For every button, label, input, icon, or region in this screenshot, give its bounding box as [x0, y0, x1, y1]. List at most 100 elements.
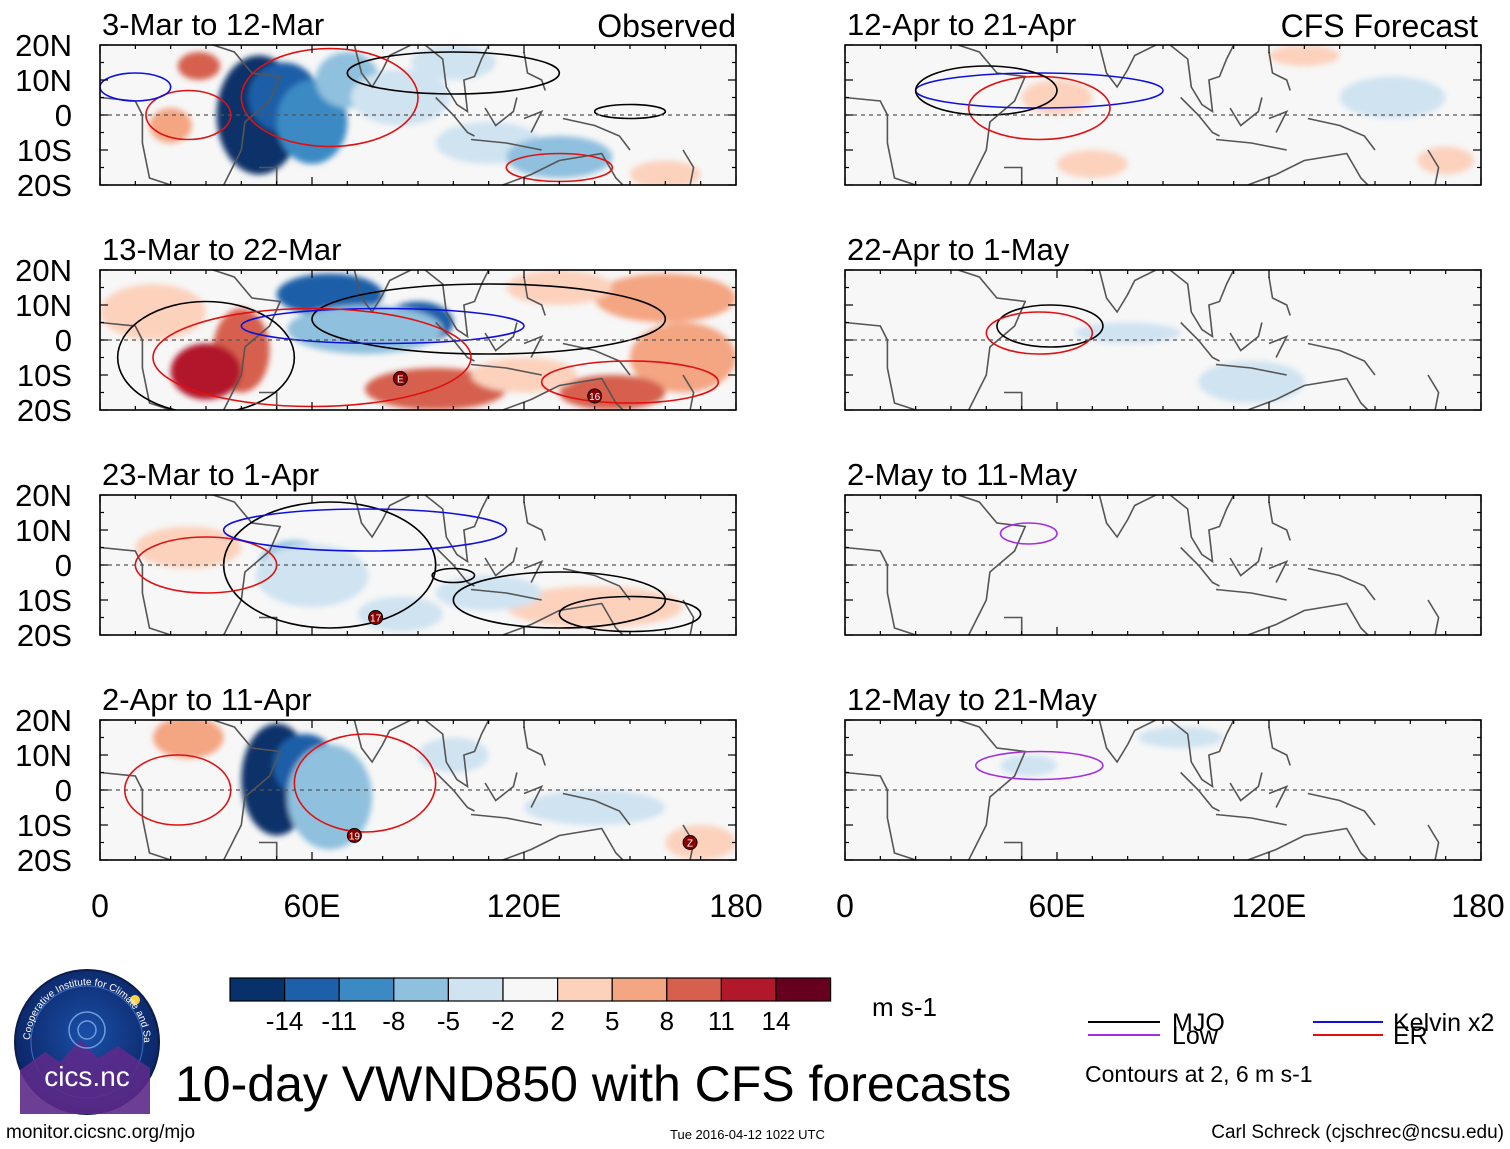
tick-marks	[844, 719, 1482, 861]
coastline	[1247, 602, 1369, 635]
coastline	[523, 276, 546, 316]
coastline	[1229, 97, 1263, 127]
legend-label-kelvin: Kelvin x2	[1393, 1009, 1494, 1037]
coastline	[1085, 495, 1157, 539]
y-tick-label: 10N	[15, 63, 72, 98]
shading-blob	[170, 804, 242, 846]
coastline	[1427, 599, 1440, 635]
footer-url[interactable]: monitor.cicsnc.org/mjo	[6, 1122, 196, 1143]
storm-marker	[682, 835, 698, 850]
shading-blob	[1339, 76, 1446, 119]
colorbar-swatch	[666, 977, 722, 1002]
wave-contour	[346, 51, 561, 95]
map-panel: 12-May to 21-May	[844, 682, 1482, 861]
y-tick-label: 10S	[17, 583, 72, 618]
colorbar-swatch	[502, 977, 559, 1002]
coastline	[682, 374, 695, 410]
shading-blob	[471, 357, 577, 393]
colorbar-tick-label: 2	[550, 1006, 564, 1036]
footer-author: Carl Schreck (cjschrec@ncsu.edu)	[1211, 1122, 1504, 1143]
logo-text: cics.nc	[44, 1061, 130, 1092]
coastline	[470, 363, 542, 376]
coastline	[1180, 771, 1220, 812]
coastline	[1229, 547, 1263, 577]
shading-blob	[1074, 322, 1181, 344]
shading-group	[149, 45, 701, 185]
coastline	[484, 772, 518, 802]
wave-contour	[985, 311, 1094, 355]
tick-marks	[844, 44, 1482, 186]
coastline	[1268, 109, 1289, 133]
wave-contour	[222, 508, 508, 552]
wave-contour	[100, 72, 172, 102]
tick-marks	[844, 494, 1482, 636]
shading-blob	[993, 519, 1036, 541]
coastline	[1307, 567, 1376, 601]
tick-marks	[99, 494, 737, 636]
shading-blob	[287, 305, 443, 354]
figure-title: 10-day VWND850 with CFS forecasts	[175, 1056, 1012, 1112]
coastline	[1169, 720, 1235, 789]
shading-blob	[1198, 361, 1305, 403]
coastline	[1004, 166, 1023, 185]
coastline	[1004, 616, 1023, 635]
coastline	[424, 270, 490, 339]
coastline	[1180, 96, 1220, 137]
shading-blob	[1417, 146, 1474, 175]
storm-marker-label: E	[397, 375, 404, 386]
shading-group	[1021, 45, 1474, 178]
colorbar-tick-label: 11	[708, 1006, 735, 1036]
coastline	[1427, 149, 1440, 185]
colorbar-tick-label: 5	[605, 1006, 619, 1036]
coastline	[957, 45, 1027, 185]
wave-contour	[914, 65, 1058, 116]
shading-layer	[845, 45, 1474, 185]
y-tick-label: 10S	[17, 808, 72, 843]
y-tick-label: 0	[55, 548, 72, 583]
coastline	[259, 166, 278, 185]
coastline	[212, 720, 282, 860]
panel-label: 13-Mar to 22-Mar	[102, 232, 341, 267]
coastline	[502, 152, 624, 185]
wave-contour	[967, 75, 1111, 141]
panel-label: 22-Apr to 1-May	[847, 232, 1070, 267]
shading-group	[1074, 322, 1305, 403]
coastline	[1169, 270, 1235, 339]
coastline	[1085, 45, 1157, 89]
coastline	[1268, 276, 1291, 316]
shading-blob	[153, 720, 224, 759]
colorbar-swatch	[447, 977, 504, 1002]
coastline	[100, 546, 171, 635]
coastline	[470, 138, 542, 151]
coastline	[435, 771, 475, 812]
coastline	[1004, 391, 1023, 410]
coastline	[523, 784, 544, 808]
shading-layer	[845, 495, 1440, 635]
coastline	[1169, 495, 1235, 564]
coastline	[435, 96, 475, 137]
wave-contour	[293, 733, 437, 833]
shading-blob	[410, 45, 496, 80]
coastline	[340, 720, 412, 764]
y-tick-label: 20N	[15, 703, 72, 738]
coastlines	[100, 720, 695, 860]
colorbar-tick-label: 8	[660, 1006, 674, 1036]
shading-blob	[149, 108, 192, 143]
coastline	[100, 321, 171, 410]
legend: MJO Kelvin x2 Low ER Contours at 2, 6 m …	[1085, 1009, 1494, 1087]
legend-label-low: Low	[1172, 1022, 1219, 1050]
coastline	[1307, 342, 1376, 376]
tick-marks	[844, 269, 1482, 411]
panel-label: 12-Apr to 21-Apr	[847, 7, 1076, 42]
coastline	[484, 547, 518, 577]
coastline	[1004, 841, 1023, 860]
coastline	[340, 495, 412, 539]
shading-layer	[100, 720, 736, 860]
wave-contour	[996, 304, 1104, 348]
colorbar-tick-label: -11	[321, 1006, 357, 1036]
